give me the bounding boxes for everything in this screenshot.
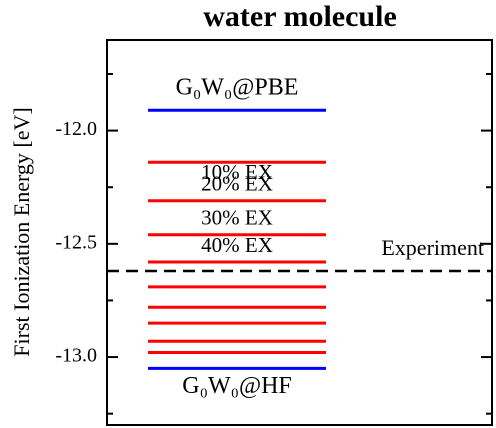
y-tick-label: -12.5 xyxy=(55,231,97,253)
y-axis-label: First Ionization Energy [eV] xyxy=(9,107,34,356)
level-label: 30% EX xyxy=(201,206,273,230)
chart-title: water molecule xyxy=(203,0,397,33)
level-label: 40% EX xyxy=(201,233,273,257)
level-label: G₀W₀@HF xyxy=(182,373,292,399)
y-tick-label: -13.0 xyxy=(55,345,97,367)
level-label: G₀W₀@PBE xyxy=(176,75,299,101)
level-label: 10% EX xyxy=(201,160,273,184)
reference-label: Experiment xyxy=(381,235,484,260)
y-tick-label: -12.0 xyxy=(55,118,97,140)
plot-frame xyxy=(106,39,493,426)
level-label: 20% EX xyxy=(201,172,273,196)
